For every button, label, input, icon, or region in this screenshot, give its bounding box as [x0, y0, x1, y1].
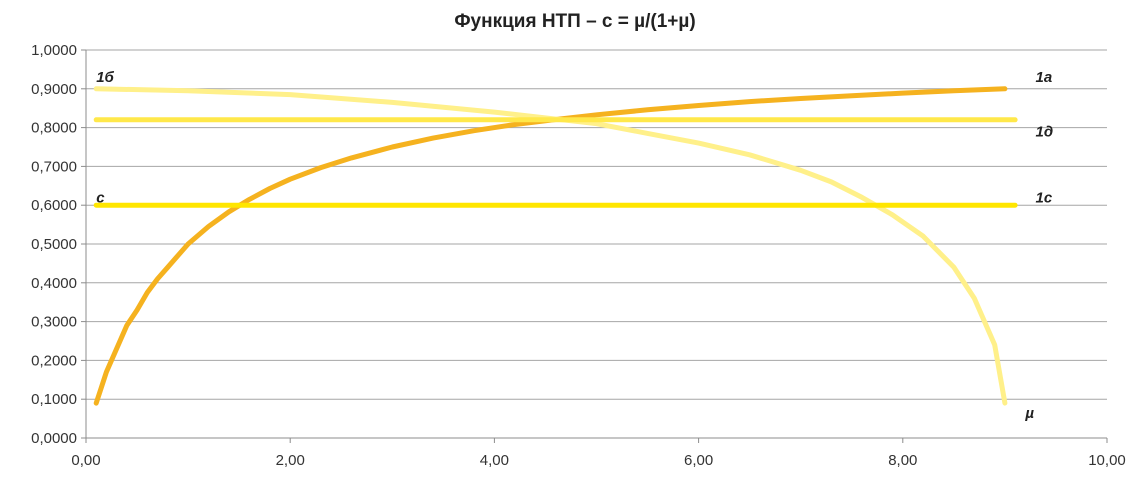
series-lines [93, 86, 1018, 406]
chart-title: Функция НТП – с = µ/(1+µ) [454, 11, 695, 32]
y-tick-labels: 0,0000 0,1000 0,2000 0,3000 0,4000 0,5000 0,60… [31, 42, 77, 447]
x-tick-label: 4,00 [480, 452, 509, 469]
annotation-label: 1д [1036, 123, 1054, 140]
y-tick-label: 0,3000 [31, 314, 77, 331]
x-tick-labels: 0,00 2,00 4,00 6,00 8,00 10,00 [71, 452, 1125, 469]
annotation-label: 1б [96, 69, 114, 86]
annotation-label: 1а [1036, 69, 1053, 86]
y-tick-label: 0,8000 [31, 120, 77, 137]
y-tick-label: 0,5000 [31, 236, 77, 253]
x-tick-label: 6,00 [684, 452, 713, 469]
y-tick-label: 1,0000 [31, 42, 77, 59]
y-tick-label: 0,6000 [31, 197, 77, 214]
x-tick-label: 0,00 [71, 452, 100, 469]
annotation-label: 1с [1036, 189, 1053, 206]
y-tick-label: 0,2000 [31, 352, 77, 369]
axes [81, 49, 1108, 443]
annotations: 1б 1а 1д с 1с µ [96, 69, 1053, 422]
y-tick-label: 0,4000 [31, 275, 77, 292]
y-tick-label: 0,9000 [31, 81, 77, 98]
y-tick-label: 0,0000 [31, 430, 77, 447]
x-tick-label: 10,00 [1088, 452, 1126, 469]
y-tick-label: 0,7000 [31, 158, 77, 175]
x-tick-label: 8,00 [888, 452, 917, 469]
annotation-label: с [96, 189, 105, 206]
series-line-1 [93, 86, 1008, 406]
series-line-2 [93, 86, 1008, 406]
x-tick-label: 2,00 [276, 452, 305, 469]
gridlines [86, 49, 1107, 400]
y-tick-label: 0,1000 [31, 391, 77, 408]
annotation-label: µ [1024, 405, 1034, 422]
